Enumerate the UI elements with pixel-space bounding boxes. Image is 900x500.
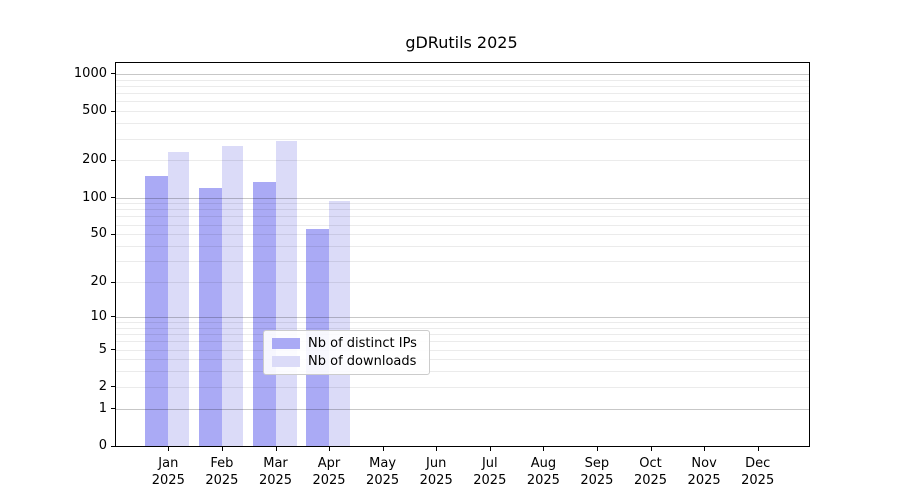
- minor-gridline: [116, 203, 809, 205]
- x-axis-tick-label: Feb 2025: [205, 456, 239, 488]
- x-axis-tick-label: Dec 2025: [741, 456, 775, 488]
- x-axis-tick-label: Oct 2025: [633, 456, 668, 488]
- major-gridline: [116, 408, 809, 410]
- minor-gridline: [116, 282, 809, 283]
- y-axis-tick-label: 2: [98, 378, 107, 394]
- x-axis-tick-label: Aug 2025: [526, 456, 560, 488]
- minor-gridline: [116, 341, 809, 343]
- x-axis-tick: [221, 447, 223, 451]
- x-axis-tick-label: Nov 2025: [687, 456, 721, 488]
- minor-gridline: [116, 85, 809, 87]
- bar-nb-of-distinct-ips: [145, 175, 169, 446]
- minor-gridline: [116, 246, 809, 247]
- bar-nb-of-downloads: [329, 201, 350, 446]
- bar-nb-of-downloads: [275, 140, 297, 446]
- minor-gridline: [116, 371, 809, 373]
- y-axis-tick: [111, 445, 115, 447]
- x-axis-tick: [489, 447, 491, 451]
- legend-label: Nb of downloads: [308, 354, 417, 369]
- y-axis-tick: [111, 233, 115, 235]
- minor-gridline: [116, 111, 809, 113]
- bar-nb-of-downloads: [221, 146, 243, 446]
- bar-nb-of-distinct-ips: [198, 187, 222, 446]
- plot-area: 0 1 2 5 10 20 50 100 200 500 1000 Jan 2025 Feb 2025 M…: [74, 62, 810, 488]
- y-axis-tick-label: 1000: [73, 65, 107, 81]
- legend-swatch-nb-of-downloads: [272, 356, 300, 367]
- y-axis-tick: [111, 110, 115, 112]
- minor-gridline: [116, 123, 809, 125]
- y-axis-tick: [111, 386, 115, 388]
- y-axis-tick: [111, 159, 115, 161]
- bar-nb-of-distinct-ips: [252, 181, 276, 446]
- x-axis-tick-label: Sep 2025: [580, 456, 614, 488]
- y-axis-tick-label: 50: [90, 226, 107, 242]
- y-axis-tick: [111, 349, 115, 350]
- legend-swatch-nb-of-distinct-ips: [272, 338, 300, 349]
- x-axis-tick: [275, 447, 277, 451]
- minor-gridline: [116, 209, 809, 211]
- major-gridline: [116, 197, 809, 199]
- major-gridline: [116, 316, 809, 318]
- minor-gridline: [116, 216, 809, 218]
- x-axis-tick-label: May 2025: [366, 456, 400, 488]
- x-axis-tick-label: Jul 2025: [473, 456, 507, 488]
- x-axis-tick: [757, 447, 759, 451]
- x-axis-tick: [436, 447, 438, 451]
- y-axis-tick-label: 5: [98, 341, 107, 357]
- minor-gridline: [116, 101, 809, 103]
- y-axis-tick: [111, 73, 115, 75]
- x-axis-tick-label: Jan 2025: [151, 456, 185, 488]
- legend-label: Nb of distinct IPs: [308, 336, 417, 351]
- minor-gridline: [116, 359, 809, 361]
- minor-gridline: [116, 79, 809, 81]
- legend: Nb of distinct IPs Nb of downloads: [263, 330, 430, 375]
- x-axis-tick: [543, 447, 545, 451]
- minor-gridline: [116, 93, 809, 95]
- major-gridline: [116, 73, 809, 75]
- legend-item: Nb of distinct IPs: [272, 336, 421, 351]
- y-axis-tick-label: 500: [82, 103, 107, 119]
- y-axis-tick: [111, 408, 115, 410]
- x-axis-tick: [329, 447, 330, 451]
- x-axis-tick-label: Apr 2025: [312, 456, 346, 488]
- minor-gridline: [116, 224, 809, 226]
- minor-gridline: [116, 327, 809, 329]
- minor-gridline: [116, 160, 809, 162]
- y-axis-tick-label: 0: [98, 438, 107, 453]
- minor-gridline: [116, 322, 809, 323]
- y-axis-tick-label: 20: [90, 274, 107, 289]
- y-axis-tick-label: 10: [90, 308, 107, 324]
- x-axis-tick: [382, 447, 384, 451]
- x-axis-tick-label: Mar 2025: [258, 456, 293, 488]
- y-axis-tick: [111, 197, 115, 198]
- x-axis-tick: [596, 447, 598, 451]
- x-axis-tick-label: Jun 2025: [419, 456, 453, 488]
- bar-nb-of-downloads: [168, 151, 190, 446]
- y-axis-tick-label: 1: [98, 400, 107, 416]
- minor-gridline: [116, 386, 809, 388]
- minor-gridline: [116, 334, 809, 335]
- legend-item: Nb of downloads: [272, 354, 421, 369]
- minor-gridline: [116, 138, 809, 140]
- y-axis-tick: [111, 316, 115, 318]
- x-axis-tick: [168, 447, 170, 451]
- chart-title: gDRutils 2025: [405, 33, 518, 52]
- minor-gridline: [116, 234, 809, 236]
- minor-gridline: [116, 261, 809, 263]
- y-axis-tick-label: 200: [82, 152, 107, 168]
- x-axis-tick: [704, 447, 706, 451]
- y-axis-tick: [111, 281, 115, 283]
- x-axis-tick: [650, 447, 652, 451]
- minor-gridline: [116, 349, 809, 351]
- y-axis-tick-label: 100: [82, 189, 107, 205]
